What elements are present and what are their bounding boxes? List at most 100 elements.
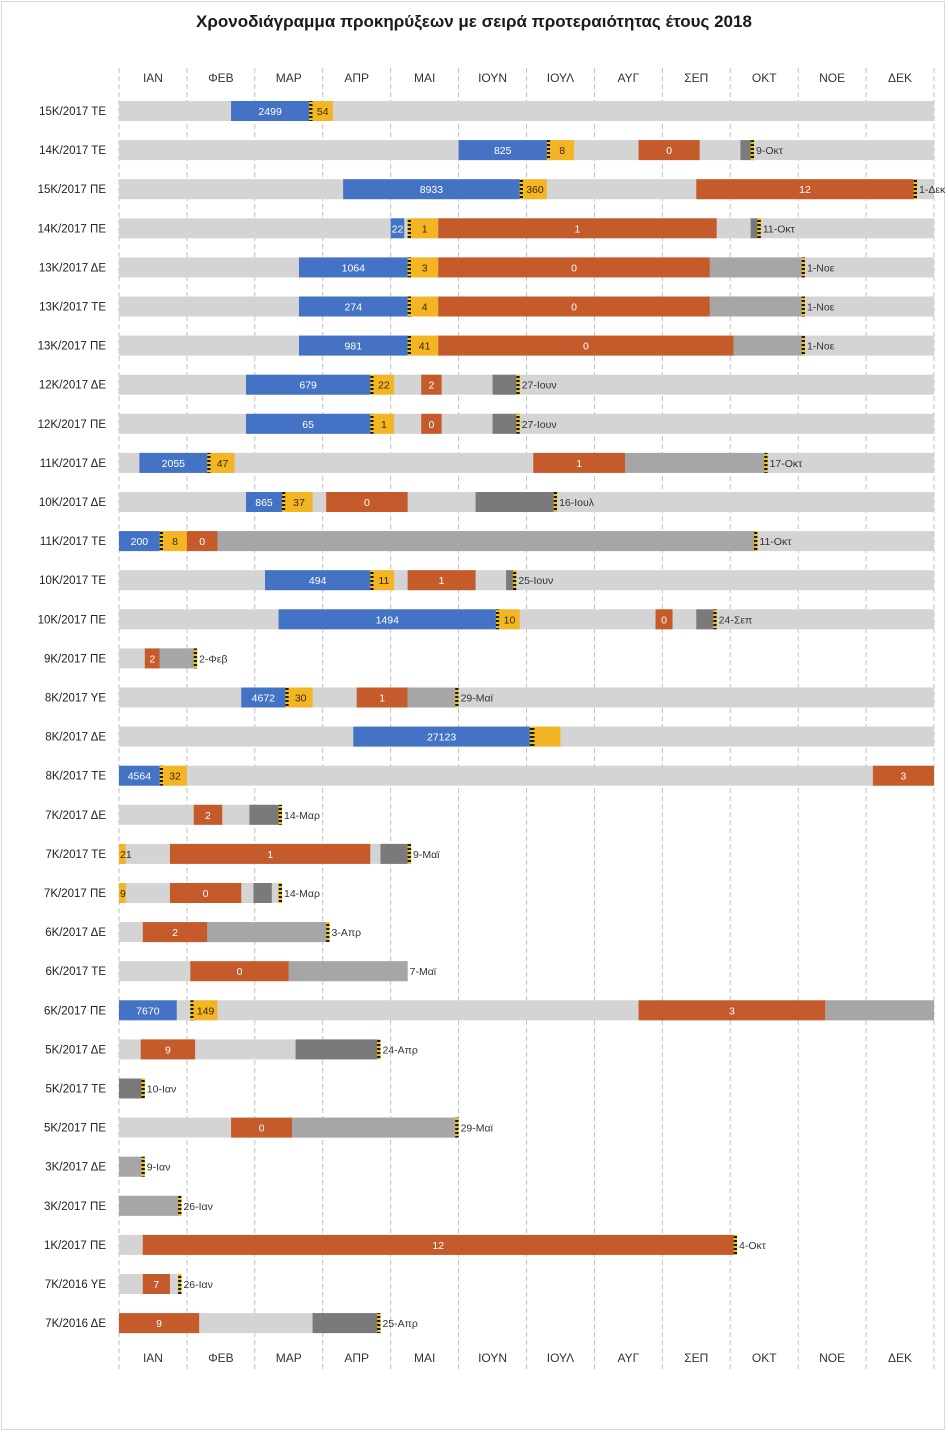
row-label: 8Κ/2017 ΤΕ bbox=[45, 771, 106, 783]
segment-label: 1 bbox=[576, 458, 582, 470]
segment-lightgray bbox=[288, 961, 408, 982]
gantt-row: 7Κ/2016 ΔΕ 9 25-Απρ bbox=[45, 1313, 418, 1334]
end-date-label: 11-Οκτ bbox=[759, 536, 792, 548]
track-bar bbox=[119, 452, 934, 473]
segment-yellow bbox=[288, 687, 313, 708]
segment-label: 41 bbox=[419, 341, 431, 353]
segment-label: 1494 bbox=[376, 614, 400, 626]
milestone-marker bbox=[546, 140, 551, 161]
segment-darkgray bbox=[506, 570, 513, 591]
end-date-label: 16-Ιουλ bbox=[559, 497, 595, 509]
segment-blue bbox=[278, 609, 496, 630]
milestone-marker bbox=[455, 1117, 459, 1138]
segment-orange bbox=[655, 609, 673, 630]
segment-label: 7670 bbox=[136, 1005, 160, 1017]
row-label: 7Κ/2016 ΥΕ bbox=[45, 1279, 107, 1291]
segment-orange bbox=[142, 922, 208, 943]
milestone-marker bbox=[309, 101, 313, 121]
month-label-bottom: ΣΕΠ bbox=[684, 1351, 708, 1365]
end-date-label: 2-Φεβ bbox=[199, 653, 227, 665]
milestone-marker bbox=[370, 413, 374, 434]
segment-blue bbox=[231, 101, 310, 121]
segment-blue bbox=[119, 765, 160, 786]
month-label-top: ΑΥΓ bbox=[618, 71, 640, 85]
milestone-marker bbox=[495, 609, 500, 630]
segment-lightgray bbox=[292, 1117, 456, 1138]
month-label-top: ΔΕΚ bbox=[888, 71, 912, 85]
segment-lightgray bbox=[709, 257, 802, 278]
row-label: 9Κ/2017 ΠΕ bbox=[44, 653, 106, 665]
end-date-label: 17-Οκτ bbox=[770, 458, 804, 470]
row-label: 6Κ/2017 ΔΕ bbox=[45, 927, 106, 939]
month-label-bottom: ΜΑΙ bbox=[414, 1351, 435, 1365]
chart-title: Χρονοδιάγραμμα προκηρύξεων με σειρά προτ… bbox=[196, 12, 752, 31]
segment-label: 1 bbox=[267, 849, 273, 861]
segment-yellow bbox=[411, 257, 439, 278]
milestone-marker bbox=[285, 687, 289, 708]
end-date-label: 29-Μαϊ bbox=[461, 693, 494, 705]
segment-label: 65 bbox=[302, 419, 314, 431]
month-label-top: ΟΚΤ bbox=[752, 71, 777, 85]
row-label: 7Κ/2017 ΤΕ bbox=[45, 849, 106, 861]
segment-orange bbox=[169, 843, 371, 864]
segment-orange bbox=[872, 765, 934, 786]
row-label: 11Κ/2017 ΤΕ bbox=[40, 536, 106, 548]
segment-darkgray bbox=[492, 374, 517, 395]
row-label: 14Κ/2017 ΠΕ bbox=[38, 223, 107, 235]
row-label: 6Κ/2017 ΠΕ bbox=[44, 1005, 106, 1017]
segment-orange bbox=[638, 140, 700, 161]
row-label: 12Κ/2017 ΔΕ bbox=[39, 380, 106, 392]
end-date-label: 4-Οκτ bbox=[739, 1240, 767, 1252]
milestone-marker bbox=[801, 335, 805, 356]
row-label: 10Κ/2017 ΔΕ bbox=[39, 497, 106, 509]
segment-yellow bbox=[411, 335, 439, 356]
segment-darkgray bbox=[740, 140, 751, 161]
gantt-row: 14Κ/2017 ΠΕ 22 1 1 11-Οκτ bbox=[38, 218, 934, 239]
segment-darkgray bbox=[696, 609, 714, 630]
month-label-top: ΙΟΥΝ bbox=[478, 71, 507, 85]
segment-lightgray bbox=[407, 687, 456, 708]
end-date-label: 26-Ιαν bbox=[183, 1279, 212, 1291]
row-label: 10Κ/2017 ΤΕ bbox=[39, 575, 106, 587]
row-label: 1Κ/2017 ΠΕ bbox=[44, 1240, 106, 1252]
segment-label: 0 bbox=[259, 1123, 265, 1135]
milestone-marker bbox=[455, 687, 459, 708]
month-label-bottom: ΙΑΝ bbox=[143, 1351, 163, 1365]
month-label-bottom: ΜΑΡ bbox=[276, 1351, 302, 1365]
milestone-marker bbox=[407, 218, 412, 239]
gantt-row: 13Κ/2017 ΔΕ 1064 3 0 1-Νοε bbox=[39, 257, 934, 278]
segment-label: 4672 bbox=[252, 693, 276, 705]
segment-orange bbox=[638, 1000, 826, 1021]
segment-label: 2 bbox=[149, 653, 155, 665]
segment-yellow bbox=[523, 179, 547, 200]
milestone-marker bbox=[913, 179, 918, 200]
segment-orange bbox=[438, 296, 710, 317]
segment-orange bbox=[421, 374, 442, 395]
milestone-marker bbox=[159, 531, 164, 552]
segment-label: 360 bbox=[526, 184, 544, 196]
segment-label: 30 bbox=[295, 693, 307, 705]
milestone-marker bbox=[754, 531, 758, 552]
row-label: 3Κ/2017 ΠΕ bbox=[44, 1201, 106, 1213]
segment-orange bbox=[421, 413, 442, 434]
row-label: 3Κ/2017 ΔΕ bbox=[45, 1162, 106, 1174]
milestone-marker bbox=[529, 726, 535, 747]
end-date-label: 11-Οκτ bbox=[763, 223, 796, 235]
segment-yellow bbox=[373, 374, 395, 395]
segment-label: 8 bbox=[559, 145, 565, 157]
milestone-marker bbox=[278, 883, 282, 903]
segment-label: 8933 bbox=[420, 184, 444, 196]
segment-blue bbox=[343, 179, 520, 200]
segment-yellow bbox=[312, 101, 333, 121]
segment-label: 0 bbox=[571, 302, 577, 314]
segment-orange bbox=[190, 961, 289, 982]
segment-label: 21 bbox=[120, 849, 132, 861]
row-label: 13Κ/2017 ΤΕ bbox=[39, 302, 106, 314]
segment-blue bbox=[265, 570, 371, 591]
segment-yellow bbox=[411, 296, 439, 317]
segment-lightgray bbox=[159, 648, 194, 669]
end-date-label: 1-Δεκ bbox=[919, 184, 946, 196]
segment-yellow bbox=[550, 140, 575, 161]
milestone-marker bbox=[370, 374, 374, 395]
